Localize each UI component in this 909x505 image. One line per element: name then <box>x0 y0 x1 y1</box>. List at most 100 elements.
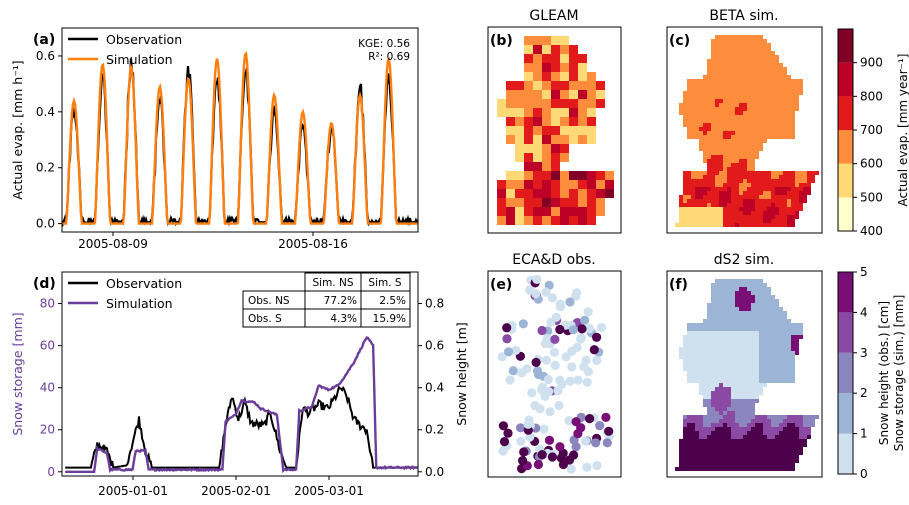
grid-cell <box>715 391 719 395</box>
grid-cell <box>739 363 743 367</box>
grid-cell <box>751 347 755 351</box>
grid-cell <box>707 451 711 455</box>
grid-cell <box>763 63 767 67</box>
grid-cell <box>775 55 779 59</box>
grid-cell <box>799 415 803 419</box>
grid-cell <box>735 419 739 423</box>
grid-cell <box>542 72 551 81</box>
grid-cell <box>687 175 691 179</box>
grid-cell <box>727 123 731 127</box>
grid-cell <box>759 43 763 47</box>
grid-cell <box>723 195 727 199</box>
grid-cell <box>751 419 755 423</box>
grid-cell <box>771 103 775 107</box>
grid-cell <box>779 307 783 311</box>
grid-cell <box>715 179 719 183</box>
grid-cell <box>779 83 783 87</box>
grid-cell <box>755 367 759 371</box>
grid-cell <box>771 299 775 303</box>
grid-cell <box>723 79 727 83</box>
legend-label-simulation: Simulation <box>106 52 173 67</box>
grid-cell <box>795 323 799 327</box>
grid-cell <box>731 347 735 351</box>
grid-cell <box>731 127 735 131</box>
grid-cell <box>699 183 703 187</box>
grid-cell <box>560 135 569 144</box>
grid-cell <box>569 63 578 72</box>
grid-cell <box>715 39 719 43</box>
grid-cell <box>727 63 731 67</box>
grid-cell <box>783 135 787 139</box>
grid-cell <box>699 379 703 383</box>
grid-cell <box>515 153 524 162</box>
grid-cell <box>687 79 691 83</box>
colorbar-tick-label: 5 <box>860 265 868 279</box>
grid-cell <box>723 283 727 287</box>
grid-cell <box>775 355 779 359</box>
grid-cell <box>723 163 727 167</box>
grid-cell <box>723 171 727 175</box>
grid-cell <box>707 191 711 195</box>
grid-cell <box>683 447 687 451</box>
grid-cell <box>731 43 735 47</box>
grid-cell <box>743 307 747 311</box>
grid-cell <box>691 195 695 199</box>
grid-cell <box>506 198 515 207</box>
grid-cell <box>695 207 699 211</box>
grid-cell <box>747 95 751 99</box>
panel-f-title: dS2 sim. <box>714 252 774 268</box>
grid-cell <box>515 180 524 189</box>
grid-cell <box>707 175 711 179</box>
grid-cell <box>799 451 803 455</box>
grid-cell <box>578 189 587 198</box>
grid-cell <box>719 107 723 111</box>
grid-cell <box>739 59 743 63</box>
grid-cell <box>735 371 739 375</box>
grid-cell <box>739 283 743 287</box>
station-point <box>540 339 551 349</box>
grid-cell <box>683 107 687 111</box>
grid-cell <box>699 459 703 463</box>
grid-cell <box>699 119 703 123</box>
grid-cell <box>727 147 731 151</box>
grid-cell <box>751 155 755 159</box>
grid-cell <box>711 419 715 423</box>
grid-cell <box>759 111 763 115</box>
grid-cell <box>791 323 795 327</box>
grid-cell <box>767 223 771 227</box>
grid-cell <box>779 95 783 99</box>
grid-cell <box>799 175 803 179</box>
grid-cell <box>771 367 775 371</box>
grid-cell <box>791 187 795 191</box>
grid-cell <box>723 123 727 127</box>
grid-cell <box>739 427 743 431</box>
grid-cell <box>771 223 775 227</box>
grid-cell <box>723 427 727 431</box>
grid-cell <box>783 119 787 123</box>
station-point <box>535 404 545 414</box>
grid-cell <box>711 191 715 195</box>
grid-cell <box>587 207 596 216</box>
grid-cell <box>727 451 731 455</box>
grid-cell <box>755 83 759 87</box>
grid-cell <box>735 463 739 467</box>
grid-cell <box>711 151 715 155</box>
grid-cell <box>691 435 695 439</box>
grid-cell <box>751 455 755 459</box>
grid-cell <box>739 331 743 335</box>
grid-cell <box>771 191 775 195</box>
grid-cell <box>687 103 691 107</box>
grid-cell <box>679 211 683 215</box>
grid-cell <box>783 419 787 423</box>
grid-cell <box>735 67 739 71</box>
grid-cell <box>731 383 735 387</box>
grid-cell <box>771 335 775 339</box>
grid-cell <box>727 159 731 163</box>
grid-cell <box>551 54 560 63</box>
grid-cell <box>719 155 723 159</box>
grid-cell <box>767 119 771 123</box>
grid-cell <box>683 459 687 463</box>
grid-cell <box>723 91 727 95</box>
grid-cell <box>715 323 719 327</box>
